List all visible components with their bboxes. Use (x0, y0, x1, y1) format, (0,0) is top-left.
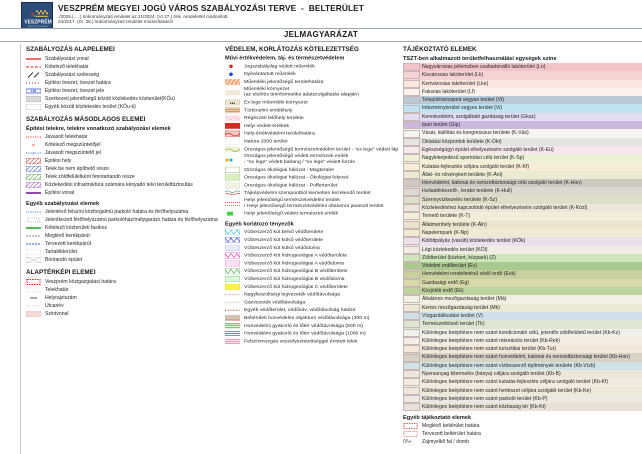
svg-text:●●●: ●●● (230, 101, 236, 105)
svg-text:×: × (32, 143, 35, 148)
svg-text:×: × (32, 151, 35, 156)
svg-text:Lke: Lke (31, 89, 37, 93)
svg-text:VESZPRÉM: VESZPRÉM (24, 17, 52, 25)
